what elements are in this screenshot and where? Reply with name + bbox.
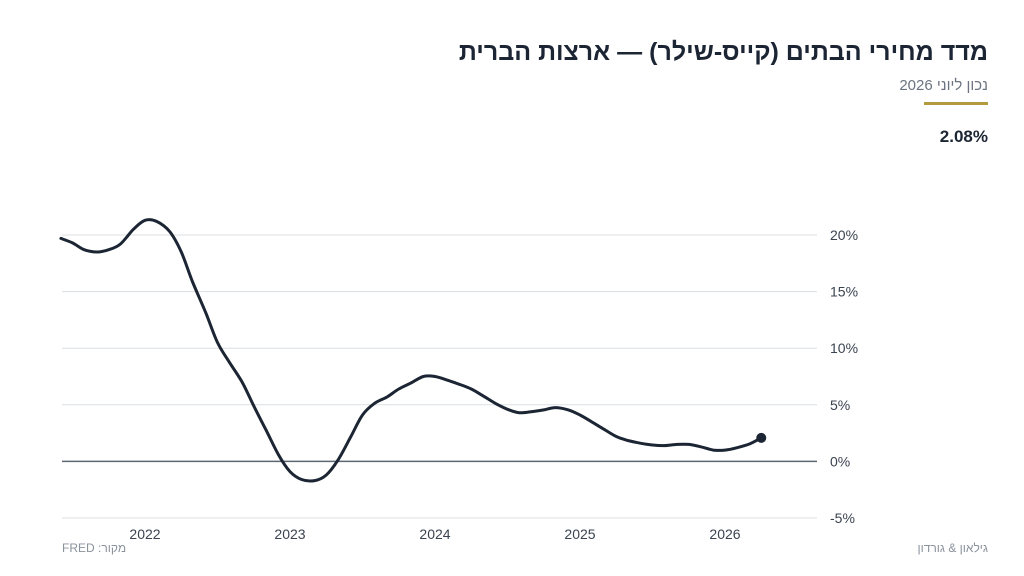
- y-tick-label: 20%: [830, 227, 858, 243]
- latest-value: 2.08%: [939, 127, 988, 146]
- x-tick-label: 2026: [709, 526, 740, 542]
- y-tick-label: -5%: [830, 510, 855, 526]
- series-layer: [59, 218, 767, 483]
- gridlines: [62, 234, 817, 519]
- chart-subtitle: נכון ליוני 2026: [899, 77, 988, 94]
- x-tick-label: 2025: [564, 526, 595, 542]
- chart-title: מדד מחירי הבתים (קייס-שילר) — ארצות הברי…: [458, 38, 988, 66]
- y-axis-tick-labels: 20% 15% 10% 5% 0% -5%: [830, 227, 858, 526]
- brand-label: גילאון & גורדון: [917, 541, 988, 555]
- latest-point-marker: [756, 432, 767, 443]
- y-tick-label: 15%: [830, 284, 858, 300]
- source-note: מקור: FRED: [62, 541, 127, 555]
- y-tick-label: 5%: [830, 397, 850, 413]
- series-line: [59, 218, 763, 483]
- x-tick-label: 2023: [274, 526, 305, 542]
- x-axis-tick-labels: 2022 2023 2024 2025 2026: [129, 526, 740, 542]
- y-tick-label: 10%: [830, 340, 858, 356]
- accent-bar: [924, 102, 988, 105]
- y-tick-label: 0%: [830, 453, 850, 469]
- x-tick-label: 2024: [419, 526, 450, 542]
- x-tick-label: 2022: [129, 526, 160, 542]
